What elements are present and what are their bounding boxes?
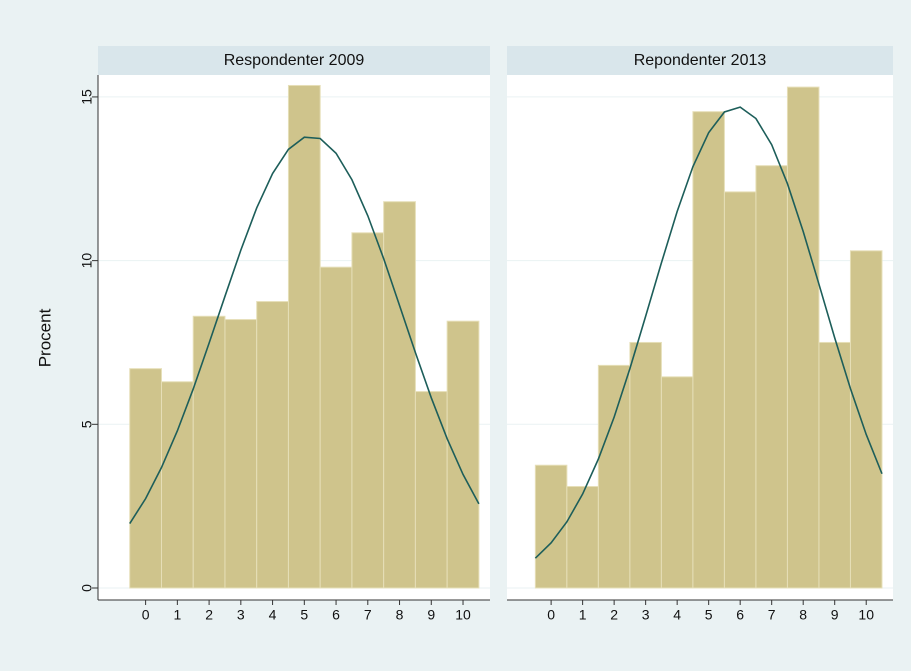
x-tick-label: 4 [673,607,681,623]
y-tick-label: 5 [79,420,95,428]
normal-curve [534,106,883,559]
bar [597,364,631,589]
x-tick-label: 3 [642,607,650,623]
x-tick-label: 5 [705,607,713,623]
bar [786,86,820,589]
x-tick-label: 10 [455,607,471,623]
bar [160,381,194,589]
x-tick-label: 2 [610,607,618,623]
x-tick-label: 0 [547,607,555,623]
x-tick-label: 9 [831,607,839,623]
bar [319,266,353,589]
normal-curve [129,136,480,524]
y-axis-label: Procent [35,308,54,367]
bar [256,301,289,589]
y-tick-label: 10 [79,253,95,269]
bar [755,165,788,589]
bar [534,464,568,589]
x-tick-label: 7 [364,607,372,623]
bar [446,320,480,589]
bar [192,315,226,589]
bar [818,341,851,589]
x-tick-label: 7 [768,607,776,623]
x-tick-label: 2 [205,607,213,623]
title-strip [98,46,490,75]
bar [849,250,883,589]
x-tick-label: 0 [142,607,150,623]
bar [723,191,757,589]
x-tick-label: 1 [173,607,181,623]
bar [660,376,694,589]
bar [692,111,725,589]
bar [566,486,599,589]
title-strip [507,46,893,75]
x-tick-label: 6 [332,607,340,623]
x-tick-label: 10 [858,607,874,623]
x-tick-label: 8 [799,607,807,623]
x-tick-label: 1 [579,607,587,623]
x-tick-label: 4 [269,607,277,623]
bar [383,201,416,589]
x-tick-label: 5 [300,607,308,623]
panel-title: Respondenter 2009 [224,52,365,69]
bar [287,84,321,589]
bar [629,341,662,589]
bar [224,319,258,589]
bar [351,232,385,589]
x-tick-label: 8 [396,607,404,623]
bar [414,391,448,589]
x-tick-label: 3 [237,607,245,623]
x-tick-label: 6 [736,607,744,623]
x-tick-label: 9 [427,607,435,623]
panel-title: Repondenter 2013 [634,52,767,69]
y-tick-label: 0 [79,584,95,592]
y-tick-label: 15 [79,89,95,105]
